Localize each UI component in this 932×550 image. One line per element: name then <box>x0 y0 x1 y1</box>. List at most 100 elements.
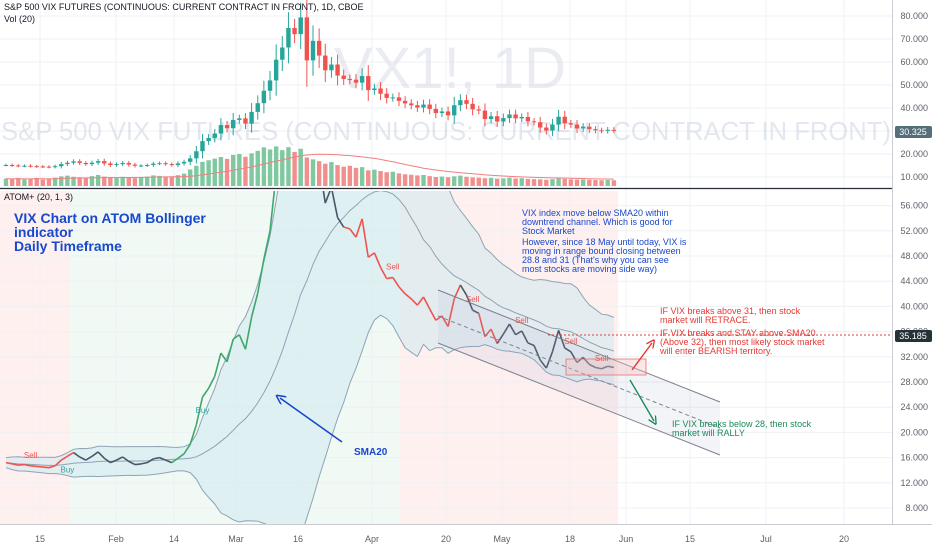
note-blue-4: However, since 18 May until today, VIX i… <box>522 237 687 247</box>
candle-body <box>353 79 359 83</box>
candle-body <box>218 125 224 134</box>
candle-body <box>188 158 193 162</box>
volume-bar <box>267 149 273 186</box>
candle-body <box>145 165 150 167</box>
volume-bar <box>335 165 340 186</box>
candle-body <box>163 163 168 165</box>
volume-bar <box>580 179 586 186</box>
close-segment <box>607 365 615 369</box>
bollinger-upper <box>5 191 615 459</box>
channel-top-line[interactable] <box>437 289 721 403</box>
close-segment <box>140 461 148 465</box>
candle-body <box>452 105 457 116</box>
volume-ma-line <box>5 153 614 180</box>
volume-bar <box>95 174 101 186</box>
candle-body <box>224 125 230 129</box>
candle-body <box>366 76 371 91</box>
candle-body <box>519 116 524 119</box>
channel-mid-line[interactable] <box>437 315 721 429</box>
candle-body <box>249 111 254 124</box>
price-tick-bottom: 20.000 <box>900 427 928 437</box>
close-segment <box>349 228 357 238</box>
candle-body <box>574 124 580 129</box>
close-segment <box>570 351 578 363</box>
volume-bar <box>415 175 420 186</box>
close-segment <box>226 338 234 363</box>
price-tick-top: 80.000 <box>900 11 928 21</box>
volume-bar <box>347 165 353 186</box>
close-segment <box>122 456 130 463</box>
watermark-symbol: VX1!, 1D <box>334 36 566 101</box>
candle-body <box>593 129 598 131</box>
close-segment <box>472 309 480 315</box>
volume-bar <box>132 178 138 186</box>
candle-body <box>77 161 82 163</box>
volume-bar <box>384 172 389 186</box>
candle-body <box>421 104 426 108</box>
candle-body <box>396 97 402 101</box>
candle-body <box>292 27 297 35</box>
close-segment <box>478 313 486 337</box>
volume-bar <box>353 167 359 186</box>
price-tick-top: 20.000 <box>900 149 928 159</box>
channel-bottom-line[interactable] <box>437 342 721 456</box>
time-tick: 16 <box>293 534 303 544</box>
time-tick: Apr <box>365 534 379 544</box>
candle-body <box>304 17 310 61</box>
close-segment <box>103 457 111 464</box>
candle-body <box>175 163 181 166</box>
volume-bar <box>507 177 512 186</box>
candle-body <box>482 110 488 120</box>
volume-bar <box>452 176 457 186</box>
volume-bar <box>476 177 481 186</box>
candle-body <box>599 130 604 132</box>
sma20-arrow[interactable] <box>280 398 343 443</box>
buy-signal-label: Buy <box>61 465 75 474</box>
sell-signal-label: Sell <box>595 354 609 363</box>
title-line-2: indicator <box>14 224 74 240</box>
volume-header: Vol (20) <box>4 14 35 24</box>
volume-bar <box>298 148 303 186</box>
close-segment <box>97 451 105 459</box>
volume-bar <box>163 176 168 186</box>
time-axis[interactable]: 15 Feb 14 Mar 16 Apr 20 May 18 Jun 15 Jul 20 <box>35 534 849 544</box>
volume-bar <box>396 173 402 186</box>
close-segment <box>165 459 173 464</box>
close-segment <box>379 266 388 280</box>
candle-body <box>316 40 322 56</box>
close-segment <box>435 315 443 321</box>
volume-bar <box>169 177 174 186</box>
candle-body <box>46 166 52 168</box>
close-segment <box>416 296 425 306</box>
close-segment <box>263 230 271 260</box>
candle-body <box>3 165 9 167</box>
close-segment <box>459 284 468 296</box>
retrace-arrow[interactable] <box>631 343 652 371</box>
volume-bar <box>427 176 432 186</box>
volume-bar <box>458 175 463 186</box>
time-tick: Jul <box>760 534 772 544</box>
price-tick-top: 40.000 <box>900 103 928 113</box>
price-tick-bottom: 40.000 <box>900 301 928 311</box>
close-segment <box>508 323 517 336</box>
candle-body <box>237 118 242 120</box>
price-tick-bottom: 44.000 <box>900 276 928 286</box>
volume-bar <box>120 176 125 186</box>
candle-body <box>415 105 420 108</box>
candle-body <box>286 27 291 48</box>
signal-markers: Sell Buy Buy Sell Sell Sell Sell Sell <box>24 262 609 474</box>
close-segment <box>256 259 265 294</box>
candle-body <box>310 40 316 61</box>
candle-body <box>409 103 414 106</box>
candle-body <box>200 141 205 152</box>
volume-bar <box>59 176 64 186</box>
range-box[interactable] <box>565 358 647 376</box>
close-segment <box>146 458 154 464</box>
note-red-retrace-2: market will RETRACE. <box>660 315 751 325</box>
rally-arrow[interactable] <box>629 379 654 421</box>
candle-body <box>587 126 592 130</box>
note-blue-2: downtrend channel. Which is good for <box>522 217 673 227</box>
candle-body <box>458 100 463 106</box>
volume-bar <box>482 178 488 186</box>
